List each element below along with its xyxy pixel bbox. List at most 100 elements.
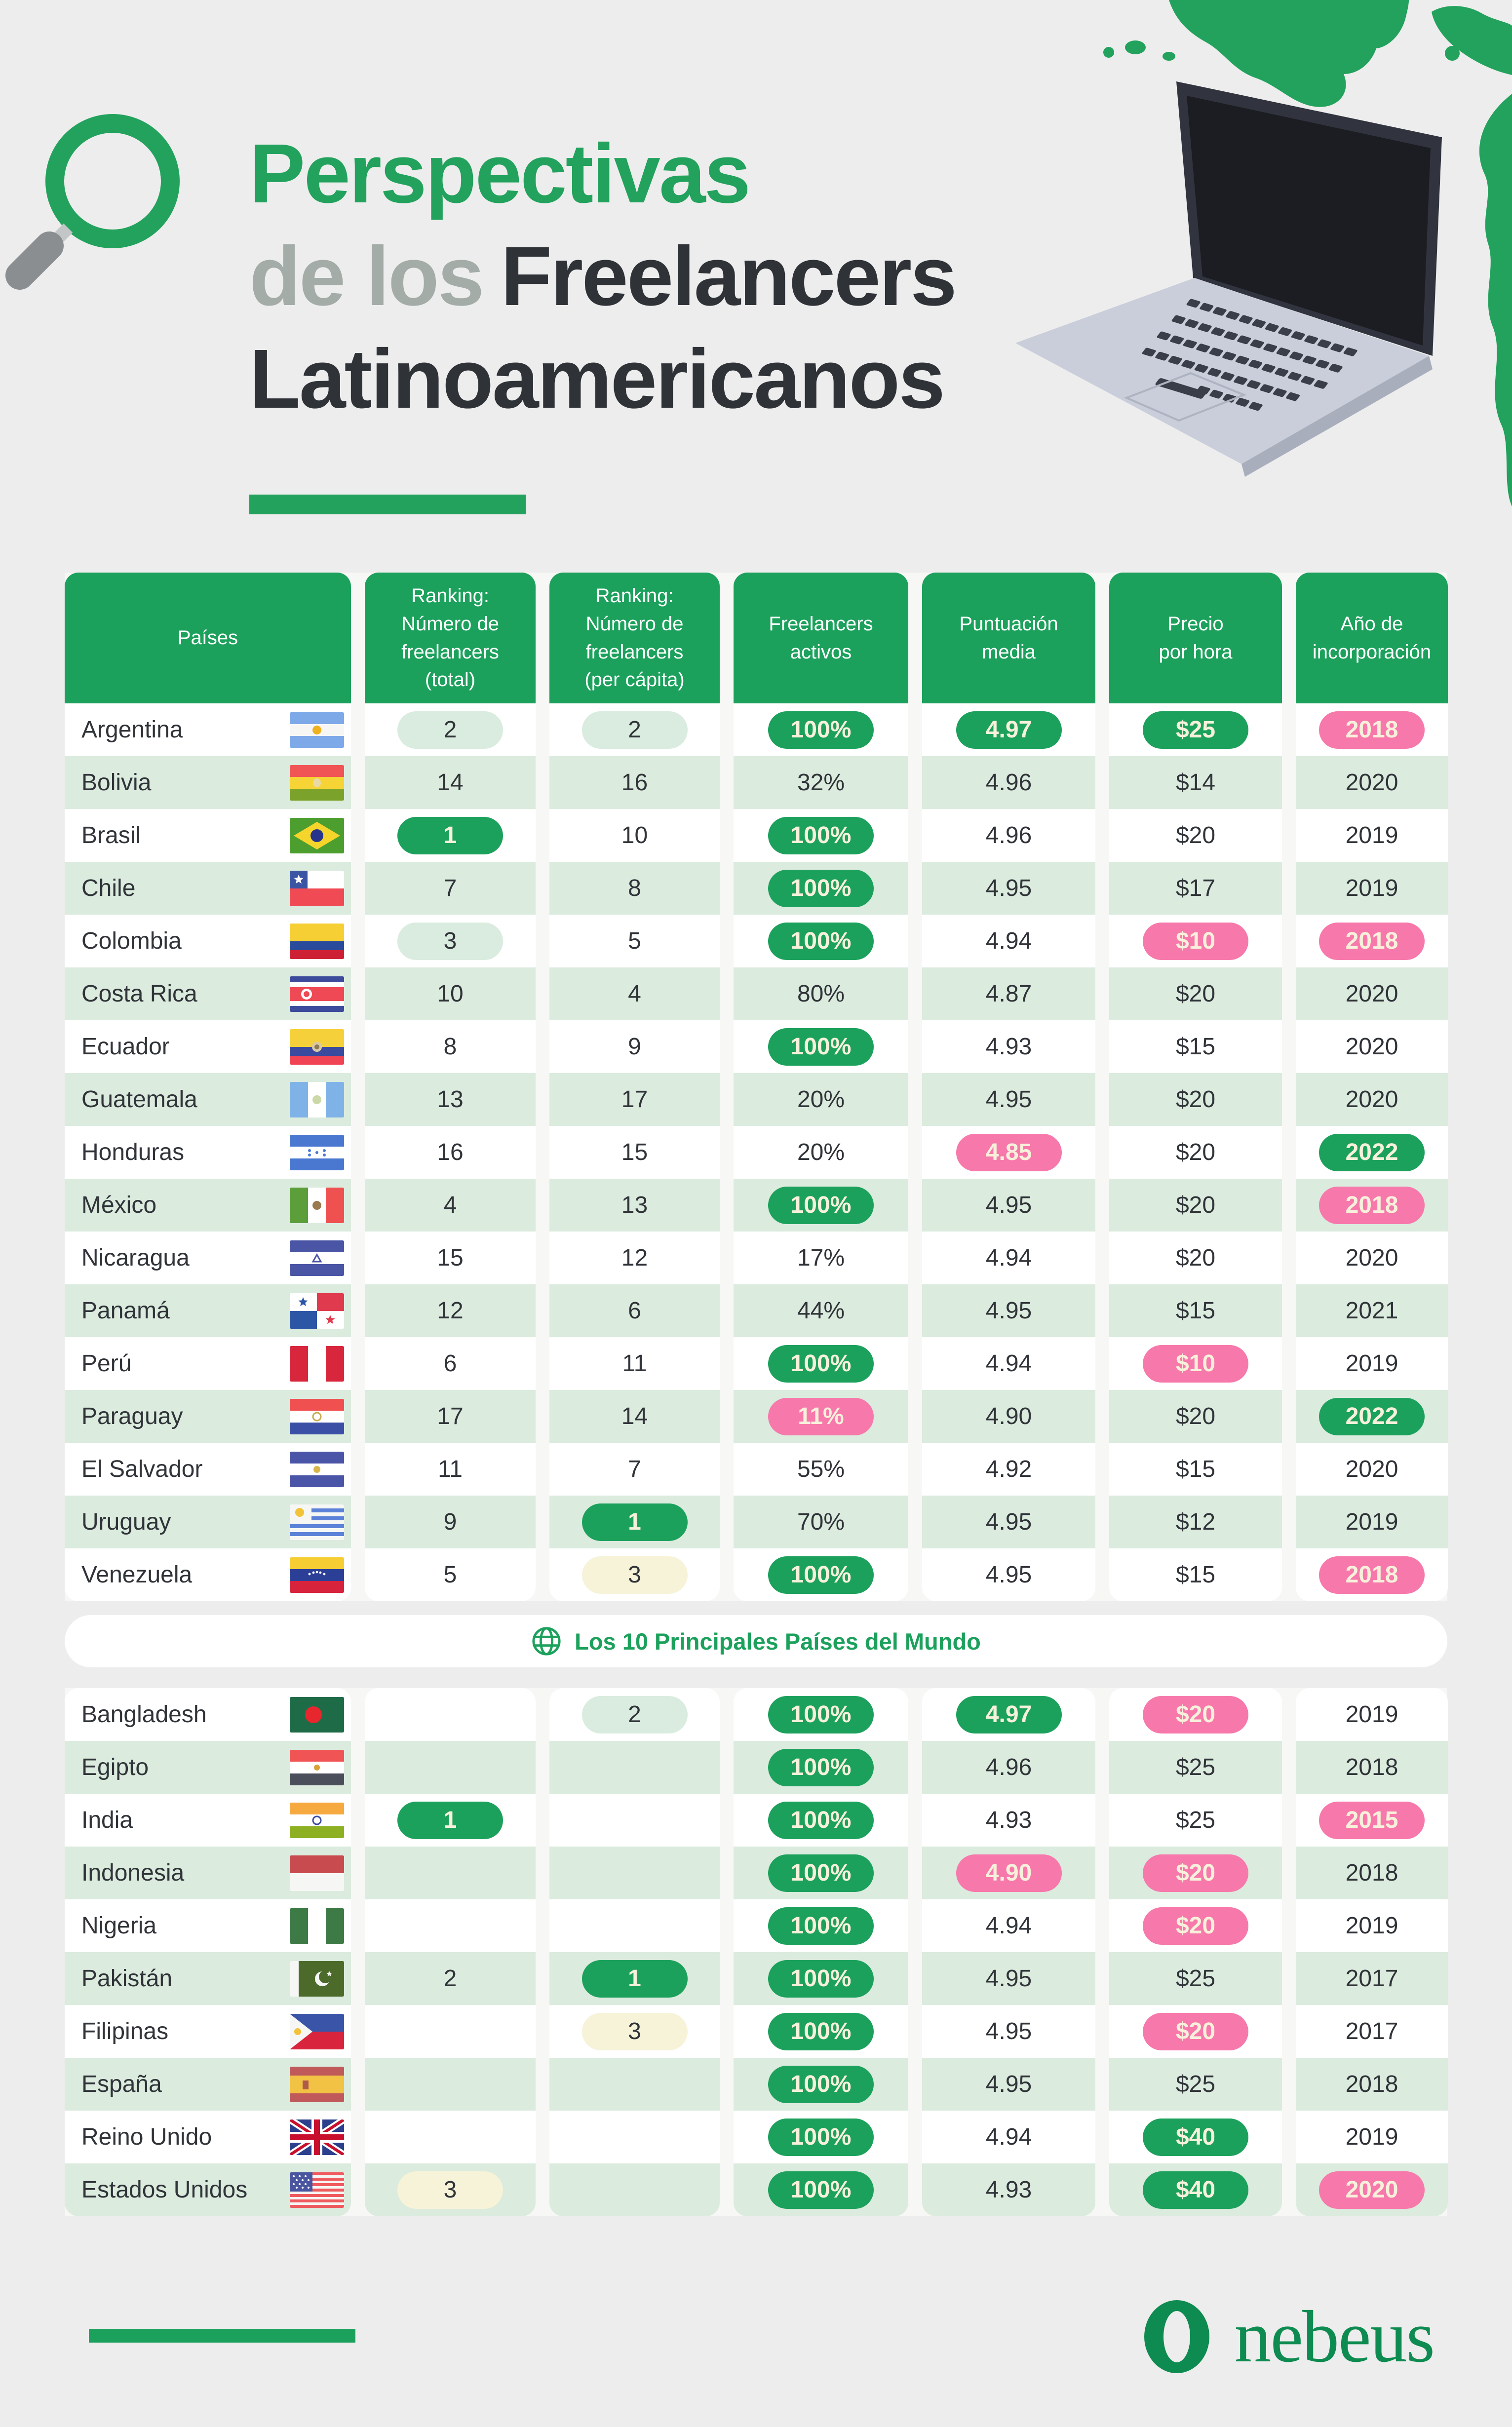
active-cell: 100% <box>734 2058 908 2111</box>
score-cell: 4.85 <box>922 1126 1095 1179</box>
year-cell: 2020 <box>1296 967 1448 1020</box>
table-row: Estados Unidos 3 100% 4.93 $40 2020 <box>65 2163 1448 2216</box>
value-pill-green: 100% <box>768 1556 874 1594</box>
value-pill-green: 100% <box>768 1854 874 1892</box>
active-cell: 100% <box>734 1337 908 1390</box>
rank-percapita-cell: 12 <box>549 1232 720 1284</box>
value-pill-green: 100% <box>768 1907 874 1945</box>
value-pill-pink: $10 <box>1143 922 1248 960</box>
country-name: Brasil <box>81 822 141 848</box>
title-line-1: Perspectivas <box>249 127 751 221</box>
value-pill-green: 100% <box>768 1028 874 1066</box>
score-cell: 4.95 <box>922 2058 1095 2111</box>
country-cell: Guatemala <box>65 1073 351 1126</box>
laptop-trackpad <box>1124 372 1247 422</box>
rank-total-cell <box>365 2058 536 2111</box>
country-cell: México <box>65 1179 351 1232</box>
price-cell: $20 <box>1109 1232 1282 1284</box>
rank-percapita-cell <box>549 1847 720 1899</box>
rank-percapita-cell <box>549 1741 720 1794</box>
country-name: Panamá <box>81 1298 170 1324</box>
year-cell: 2019 <box>1296 2111 1448 2163</box>
table-row: Brasil 1 10 100% 4.96 $20 2019 <box>65 809 1448 862</box>
active-cell: 100% <box>734 1794 908 1847</box>
price-cell: $25 <box>1109 1741 1282 1794</box>
active-cell: 100% <box>734 1020 908 1073</box>
rank-percapita-cell: 3 <box>549 1548 720 1601</box>
ar-flag-icon <box>290 712 344 748</box>
country-name: El Salvador <box>81 1456 203 1482</box>
value-pill-green: 100% <box>768 2012 874 2050</box>
country-name: Egipto <box>81 1754 149 1780</box>
active-cell: 100% <box>734 1899 908 1952</box>
country-cell: Panamá <box>65 1284 351 1337</box>
year-cell: 2020 <box>1296 2163 1448 2216</box>
rank-percapita-cell: 8 <box>549 862 720 915</box>
rank-total-cell: 13 <box>365 1073 536 1126</box>
table-row: Perú 6 11 100% 4.94 $10 2019 <box>65 1337 1448 1390</box>
price-cell: $10 <box>1109 915 1282 967</box>
value-pill-pink: $10 <box>1143 1345 1248 1383</box>
value-pill-green: 100% <box>768 922 874 960</box>
latam-table: Países Ranking: Número de freelancers (to… <box>65 573 1448 1601</box>
score-cell: 4.94 <box>922 1899 1095 1952</box>
rank-percapita-cell: 6 <box>549 1284 720 1337</box>
score-cell: 4.87 <box>922 967 1095 1020</box>
table-row: Bolivia 14 16 32% 4.96 $14 2020 <box>65 756 1448 809</box>
table-row: Nicaragua 15 12 17% 4.94 $20 2020 <box>65 1232 1448 1284</box>
year-cell: 2019 <box>1296 1688 1448 1741</box>
country-cell: Ecuador <box>65 1020 351 1073</box>
price-cell: $15 <box>1109 1548 1282 1601</box>
year-cell: 2018 <box>1296 2058 1448 2111</box>
rank-percapita-cell: 1 <box>549 1952 720 2005</box>
country-name: Perú <box>81 1350 132 1377</box>
value-pill-pink: $20 <box>1143 1907 1248 1945</box>
country-cell: Egipto <box>65 1741 351 1794</box>
rank-percapita-cell: 15 <box>549 1126 720 1179</box>
price-cell: $25 <box>1109 2058 1282 2111</box>
price-cell: $25 <box>1109 1794 1282 1847</box>
value-pill-green: 1 <box>582 1503 688 1541</box>
table-row: Paraguay 17 14 11% 4.90 $20 2022 <box>65 1390 1448 1443</box>
value-pill-green: 100% <box>768 2065 874 2103</box>
price-cell: $14 <box>1109 756 1282 809</box>
rank-percapita-cell: 9 <box>549 1020 720 1073</box>
rank-total-cell: 3 <box>365 915 536 967</box>
country-cell: Reino Unido <box>65 2111 351 2163</box>
table-row: Nigeria 100% 4.94 $20 2019 <box>65 1899 1448 1952</box>
year-cell: 2020 <box>1296 1232 1448 1284</box>
laptop-screen <box>1187 96 1431 346</box>
score-cell: 4.96 <box>922 809 1095 862</box>
world-map-laptop-graphic <box>1015 0 1512 506</box>
year-cell: 2018 <box>1296 1847 1448 1899</box>
value-pill-pink: $20 <box>1143 1854 1248 1892</box>
year-cell: 2020 <box>1296 1073 1448 1126</box>
score-cell: 4.93 <box>922 2163 1095 2216</box>
rank-total-cell <box>365 2111 536 2163</box>
rank-percapita-cell: 13 <box>549 1179 720 1232</box>
score-cell: 4.95 <box>922 1952 1095 2005</box>
globe-icon <box>532 1627 561 1656</box>
rank-total-cell: 10 <box>365 967 536 1020</box>
value-pill-pink: $20 <box>1143 2012 1248 2050</box>
score-cell: 4.95 <box>922 1284 1095 1337</box>
score-cell: 4.96 <box>922 1741 1095 1794</box>
value-pill-pink: 2018 <box>1319 711 1425 749</box>
value-pill-lightgreen: 2 <box>582 1695 688 1734</box>
price-cell: $20 <box>1109 809 1282 862</box>
id-flag-icon <box>290 1855 344 1891</box>
table-row: Venezuela 5 3 100% 4.95 $15 2018 <box>65 1548 1448 1601</box>
value-pill-green: 100% <box>768 1801 874 1839</box>
world-table: Bangladesh 2 100% 4.97 $20 2019 Egipto 100% 4.96… <box>65 1688 1448 2216</box>
price-cell: $20 <box>1109 1688 1282 1741</box>
country-cell: El Salvador <box>65 1443 351 1496</box>
score-cell: 4.97 <box>922 1688 1095 1741</box>
pk-flag-icon <box>290 1961 344 1997</box>
price-cell: $20 <box>1109 1390 1282 1443</box>
year-cell: 2022 <box>1296 1126 1448 1179</box>
rank-total-cell: 2 <box>365 1952 536 2005</box>
country-cell: España <box>65 2058 351 2111</box>
country-name: India <box>81 1807 133 1833</box>
price-cell: $20 <box>1109 1179 1282 1232</box>
